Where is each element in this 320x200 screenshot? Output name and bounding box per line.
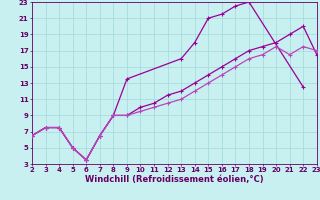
X-axis label: Windchill (Refroidissement éolien,°C): Windchill (Refroidissement éolien,°C) — [85, 175, 264, 184]
